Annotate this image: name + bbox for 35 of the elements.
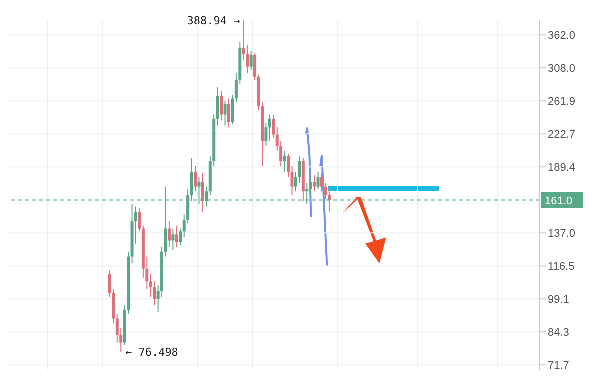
- candlestick: [224, 100, 227, 126]
- candlestick: [313, 174, 316, 192]
- candlestick: [309, 177, 312, 195]
- candlestick: [316, 171, 320, 190]
- candlestick: [175, 225, 178, 248]
- y-tick-label: 261.9: [548, 96, 576, 108]
- candlestick: [264, 122, 268, 147]
- candlestick: [220, 90, 224, 122]
- candlestick: [268, 114, 272, 142]
- candlestick: [272, 115, 276, 140]
- candlestick: [138, 208, 142, 232]
- candlestick: [216, 87, 220, 126]
- candlestick: [179, 228, 182, 246]
- candlestick: [227, 98, 230, 128]
- y-tick-label: 116.5: [548, 261, 575, 274]
- y-tick-label: 362.0: [548, 30, 576, 42]
- candlestick: [254, 52, 257, 81]
- candlestick: [231, 94, 234, 125]
- candlestick: [328, 191, 331, 212]
- candlestick: [194, 166, 198, 192]
- annotation: ← 76.498: [125, 346, 178, 359]
- y-tick-label: 84.3: [548, 327, 570, 340]
- annotation: 388.94 →: [187, 14, 241, 28]
- candlestick: [201, 172, 204, 212]
- candlestick: [168, 221, 171, 248]
- y-tick-label: 99.1: [548, 294, 570, 306]
- y-tick-label: 137.0: [548, 228, 576, 240]
- y-tick-label: 71.7: [548, 360, 570, 372]
- candlestick: [283, 150, 286, 172]
- candlestick: [172, 228, 175, 251]
- y-tick-label: 189.4: [548, 162, 576, 174]
- y-tick-label: 308.0: [548, 63, 576, 76]
- y-tick-label: 222.7: [548, 129, 576, 142]
- candlestick: [250, 50, 253, 71]
- ref-line-label: 161.0: [545, 195, 573, 208]
